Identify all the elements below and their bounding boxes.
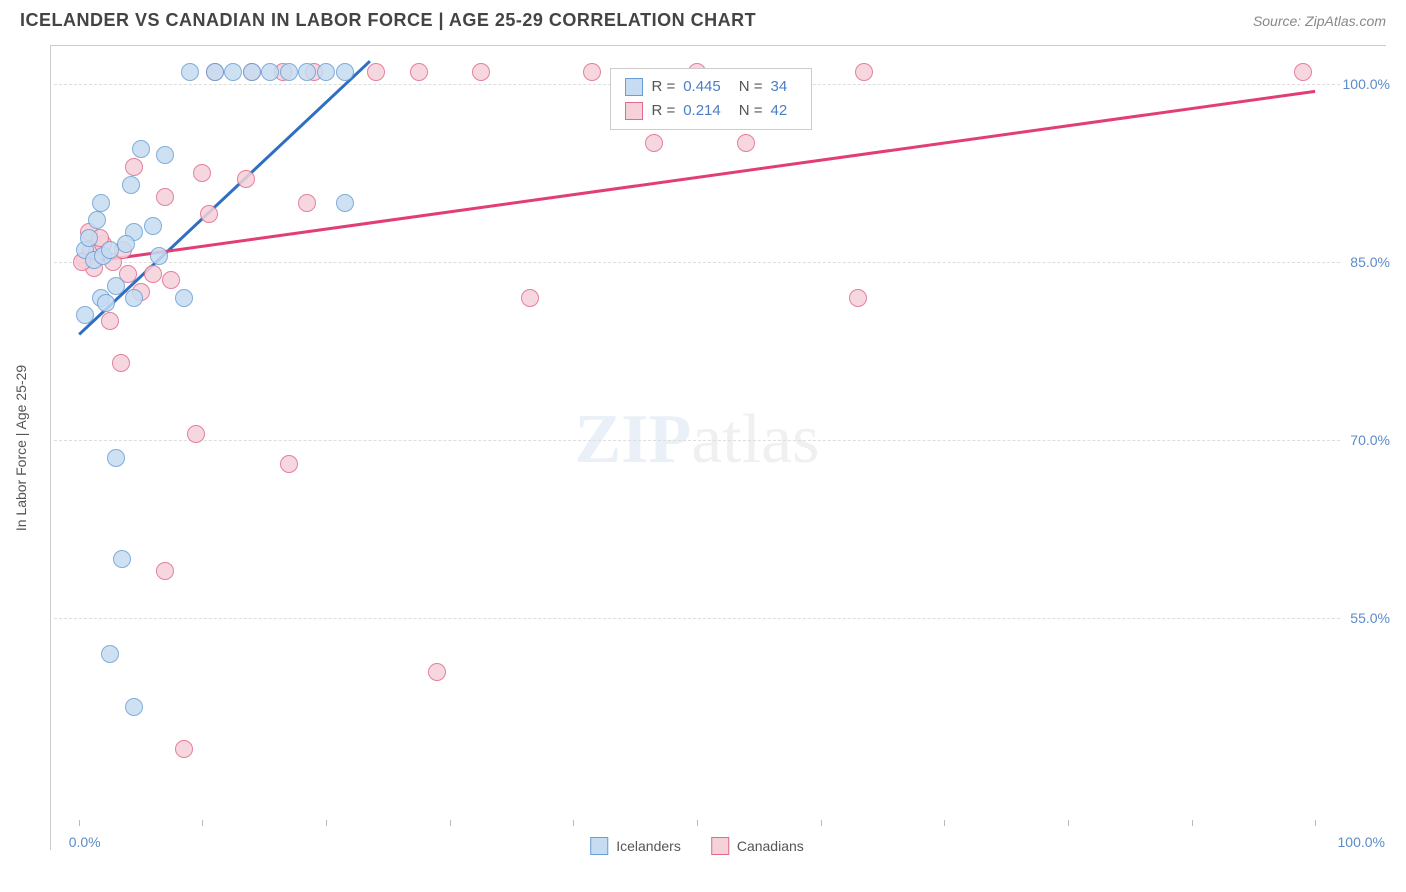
data-point	[175, 740, 193, 758]
legend-item: Icelanders	[590, 837, 681, 855]
data-point	[298, 63, 316, 81]
gridline	[54, 440, 1340, 441]
data-point	[156, 188, 174, 206]
data-point	[125, 289, 143, 307]
x-tick	[1315, 820, 1316, 826]
data-point	[144, 265, 162, 283]
data-point	[107, 277, 125, 295]
data-point	[280, 455, 298, 473]
x-tick	[1192, 820, 1193, 826]
data-point	[113, 550, 131, 568]
stats-legend: R = 0.445 N = 34 R = 0.214 N = 42	[610, 68, 812, 130]
data-point	[101, 645, 119, 663]
data-point	[583, 63, 601, 81]
data-point	[849, 289, 867, 307]
data-point	[88, 211, 106, 229]
data-point	[224, 63, 242, 81]
data-point	[200, 205, 218, 223]
data-point	[261, 63, 279, 81]
data-point	[472, 63, 490, 81]
gridline	[54, 262, 1340, 263]
legend-swatch	[711, 837, 729, 855]
data-point	[107, 449, 125, 467]
chart-title: ICELANDER VS CANADIAN IN LABOR FORCE | A…	[20, 10, 756, 31]
data-point	[181, 63, 199, 81]
data-point	[243, 63, 261, 81]
data-point	[410, 63, 428, 81]
data-point	[193, 164, 211, 182]
trend-line	[78, 60, 370, 335]
x-tick	[697, 820, 698, 826]
data-point	[1294, 63, 1312, 81]
stat-r-value: 0.214	[683, 99, 721, 123]
data-point	[97, 294, 115, 312]
stat-n-label: N =	[739, 75, 763, 99]
x-tick	[821, 820, 822, 826]
legend-swatch	[625, 102, 643, 120]
data-point	[117, 235, 135, 253]
legend-label: Canadians	[737, 838, 804, 854]
x-tick	[202, 820, 203, 826]
data-point	[132, 140, 150, 158]
data-point	[280, 63, 298, 81]
y-tick-label: 100.0%	[1343, 76, 1390, 92]
gridline	[54, 618, 1340, 619]
legend-swatch	[590, 837, 608, 855]
data-point	[521, 289, 539, 307]
data-point	[336, 63, 354, 81]
data-point	[80, 229, 98, 247]
bottom-legend: Icelanders Canadians	[590, 837, 804, 855]
y-axis-label: In Labor Force | Age 25-29	[13, 365, 29, 531]
data-point	[367, 63, 385, 81]
plot-region: ZIPatlas 100.0%85.0%70.0%55.0%0.0%100.0%…	[54, 60, 1340, 820]
y-tick-label: 70.0%	[1350, 432, 1390, 448]
stat-r-label: R =	[651, 75, 675, 99]
data-point	[187, 425, 205, 443]
x-max-label: 100.0%	[1338, 834, 1385, 850]
x-tick	[79, 820, 80, 826]
stat-r-value: 0.445	[683, 75, 721, 99]
legend-swatch	[625, 78, 643, 96]
data-point	[162, 271, 180, 289]
data-point	[237, 170, 255, 188]
data-point	[125, 698, 143, 716]
stats-row: R = 0.445 N = 34	[625, 75, 797, 99]
data-point	[737, 134, 755, 152]
source-attribution: Source: ZipAtlas.com	[1253, 13, 1386, 29]
x-tick	[450, 820, 451, 826]
data-point	[150, 247, 168, 265]
data-point	[144, 217, 162, 235]
y-tick-label: 55.0%	[1350, 610, 1390, 626]
data-point	[76, 306, 94, 324]
chart-area: In Labor Force | Age 25-29 ZIPatlas 100.…	[50, 45, 1386, 850]
stat-n-label: N =	[739, 99, 763, 123]
stat-n-value: 42	[771, 99, 788, 123]
data-point	[175, 289, 193, 307]
x-tick	[1068, 820, 1069, 826]
data-point	[125, 158, 143, 176]
data-point	[122, 176, 140, 194]
data-point	[317, 63, 335, 81]
x-tick	[326, 820, 327, 826]
data-point	[156, 146, 174, 164]
y-tick-label: 85.0%	[1350, 254, 1390, 270]
data-point	[645, 134, 663, 152]
stats-row: R = 0.214 N = 42	[625, 99, 797, 123]
data-point	[101, 312, 119, 330]
x-tick	[573, 820, 574, 826]
data-point	[206, 63, 224, 81]
data-point	[92, 194, 110, 212]
stat-r-label: R =	[651, 99, 675, 123]
data-point	[112, 354, 130, 372]
x-tick	[944, 820, 945, 826]
stat-n-value: 34	[771, 75, 788, 99]
legend-item: Canadians	[711, 837, 804, 855]
legend-label: Icelanders	[616, 838, 681, 854]
data-point	[855, 63, 873, 81]
data-point	[428, 663, 446, 681]
x-min-label: 0.0%	[69, 834, 101, 850]
data-point	[156, 562, 174, 580]
data-point	[298, 194, 316, 212]
data-point	[336, 194, 354, 212]
